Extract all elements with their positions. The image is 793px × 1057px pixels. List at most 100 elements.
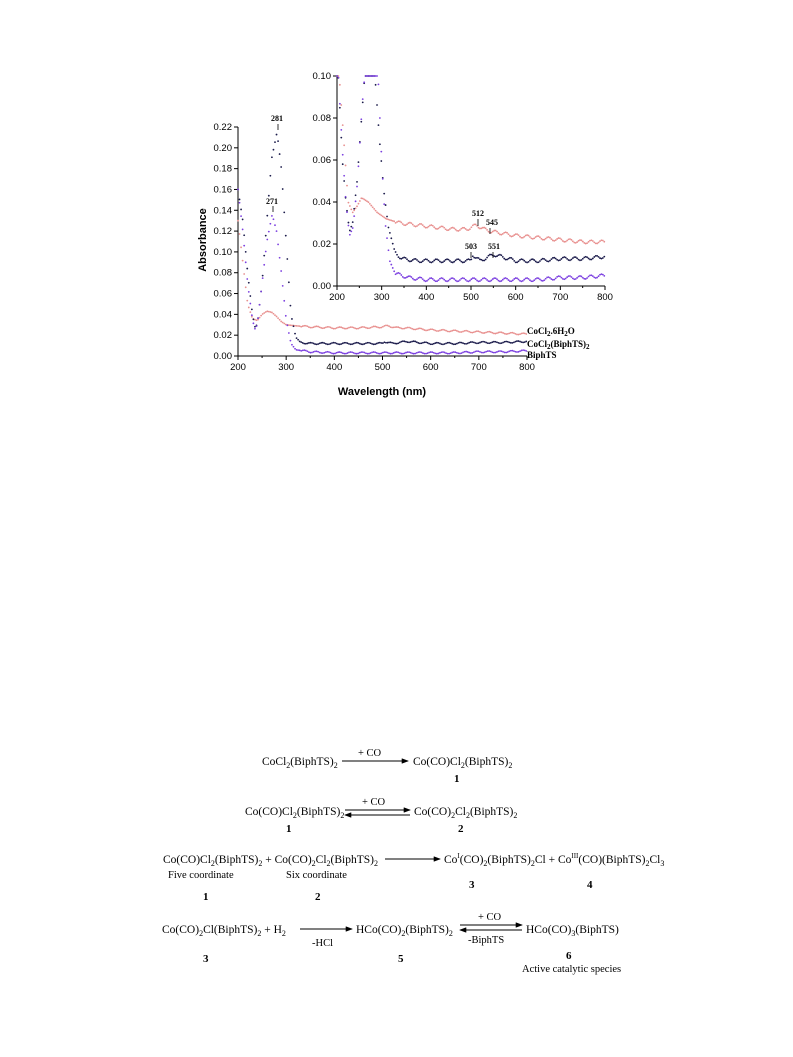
data-point xyxy=(414,258,417,260)
data-point xyxy=(380,160,383,162)
data-point xyxy=(601,273,604,276)
data-point xyxy=(454,351,457,354)
data-point xyxy=(397,351,400,354)
data-point xyxy=(364,75,367,77)
data-point xyxy=(460,277,463,280)
data-point xyxy=(372,351,375,353)
data-point xyxy=(238,198,241,201)
data-point xyxy=(520,258,523,261)
data-point xyxy=(277,317,279,320)
data-point xyxy=(471,224,474,227)
data-point xyxy=(347,201,350,204)
y-tick-label: 0.10 xyxy=(313,71,332,82)
data-point xyxy=(591,257,594,260)
data-point xyxy=(553,239,556,242)
data-point xyxy=(523,349,526,352)
data-point xyxy=(493,229,496,232)
series-cocl2-biphts-2 xyxy=(336,75,606,264)
data-point xyxy=(332,327,335,330)
data-point xyxy=(390,237,393,240)
data-point xyxy=(328,343,330,346)
data-point xyxy=(573,278,576,281)
data-point xyxy=(508,332,511,335)
data-point xyxy=(355,341,358,344)
data-point xyxy=(381,325,384,328)
data-point xyxy=(509,234,511,237)
data-point xyxy=(513,234,516,236)
data-point xyxy=(442,351,444,353)
x-tick-label: 600 xyxy=(508,292,524,303)
data-point xyxy=(511,349,514,352)
data-point xyxy=(400,221,403,224)
data-point xyxy=(254,327,256,330)
data-point xyxy=(441,261,444,264)
data-point xyxy=(377,83,380,86)
data-point xyxy=(434,352,437,355)
data-point xyxy=(594,277,597,279)
data-point xyxy=(503,277,506,280)
data-point xyxy=(395,326,398,328)
data-point xyxy=(289,304,292,307)
y-tick-label: 0.16 xyxy=(214,184,233,195)
r4-product: HCo(CO)3(BiphTS) xyxy=(526,924,619,938)
data-point xyxy=(356,180,358,183)
data-point xyxy=(544,277,547,280)
data-point xyxy=(353,207,356,210)
data-point xyxy=(490,231,493,234)
data-point xyxy=(409,341,412,343)
data-point xyxy=(346,184,348,187)
data-point xyxy=(377,342,380,344)
data-point xyxy=(466,342,469,345)
data-point xyxy=(344,327,347,330)
data-point xyxy=(596,254,599,257)
data-point xyxy=(297,338,300,341)
data-point xyxy=(445,329,447,332)
data-point xyxy=(414,279,417,281)
data-point xyxy=(455,329,458,332)
data-point xyxy=(488,350,491,352)
data-point xyxy=(488,330,491,333)
y-tick-label: 0.14 xyxy=(214,205,233,216)
data-point xyxy=(423,329,426,331)
data-point xyxy=(590,274,593,277)
data-point xyxy=(450,277,453,280)
data-point xyxy=(439,277,441,280)
data-point xyxy=(436,258,438,261)
data-point xyxy=(533,259,536,261)
data-point xyxy=(446,330,449,333)
data-point xyxy=(557,237,560,239)
data-point xyxy=(543,279,546,282)
data-point xyxy=(537,235,540,238)
data-point xyxy=(420,342,423,345)
data-point xyxy=(586,277,589,279)
data-point xyxy=(394,351,397,354)
data-point xyxy=(456,280,458,283)
data-point xyxy=(354,327,357,330)
data-point xyxy=(509,341,512,344)
data-point xyxy=(579,259,581,262)
data-point xyxy=(344,195,347,198)
data-point xyxy=(326,343,329,346)
data-point xyxy=(579,239,581,241)
data-point xyxy=(472,331,475,334)
data-point xyxy=(419,223,421,225)
data-point xyxy=(576,257,579,260)
data-point xyxy=(441,277,444,280)
data-point xyxy=(352,342,355,345)
data-point xyxy=(531,280,534,283)
data-point xyxy=(469,331,472,334)
data-point xyxy=(476,224,478,227)
data-point xyxy=(529,236,531,238)
data-point xyxy=(571,257,574,260)
y-tick-label: 0.08 xyxy=(313,113,332,124)
data-point xyxy=(328,325,330,328)
data-point xyxy=(484,277,487,280)
data-point xyxy=(303,342,306,345)
data-point xyxy=(431,351,434,354)
data-point xyxy=(416,259,418,261)
data-point xyxy=(366,352,369,355)
data-point xyxy=(539,236,541,239)
data-point xyxy=(394,221,397,224)
data-point xyxy=(398,220,401,223)
r4-number-6: 6 xyxy=(566,950,572,962)
